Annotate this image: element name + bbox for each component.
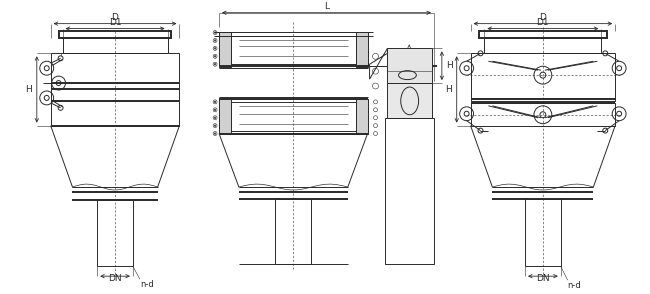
Bar <box>387 83 432 118</box>
Text: H: H <box>447 61 453 70</box>
Circle shape <box>214 109 216 111</box>
Text: DN: DN <box>109 274 122 283</box>
Circle shape <box>214 48 216 49</box>
Text: D: D <box>112 13 118 22</box>
Circle shape <box>214 133 216 134</box>
Text: n-d: n-d <box>567 281 581 290</box>
Text: D1: D1 <box>109 18 122 27</box>
Bar <box>98 200 133 266</box>
Text: D: D <box>540 13 546 22</box>
Bar <box>219 99 368 133</box>
Bar <box>219 31 231 67</box>
Bar <box>51 101 179 126</box>
Bar <box>51 53 179 101</box>
Text: H: H <box>25 85 32 94</box>
Bar <box>525 199 561 266</box>
Bar <box>231 102 356 131</box>
Circle shape <box>214 117 216 118</box>
Bar <box>478 31 607 39</box>
Text: D1: D1 <box>536 18 549 27</box>
Circle shape <box>214 101 216 103</box>
Bar <box>356 31 368 67</box>
Bar <box>471 103 615 126</box>
Bar <box>62 39 168 53</box>
Bar <box>484 39 601 53</box>
Text: DN: DN <box>536 274 550 283</box>
Bar <box>219 99 231 133</box>
Bar <box>385 118 434 264</box>
Bar <box>356 99 368 133</box>
Circle shape <box>214 56 216 57</box>
Circle shape <box>214 64 216 65</box>
Circle shape <box>214 125 216 126</box>
Bar <box>58 31 172 39</box>
Text: H: H <box>445 85 452 94</box>
Text: n-d: n-d <box>140 280 153 289</box>
Bar <box>387 49 432 83</box>
Bar <box>276 199 311 264</box>
Bar <box>231 36 356 64</box>
Text: L: L <box>324 2 329 11</box>
Circle shape <box>214 40 216 41</box>
Bar <box>471 53 615 101</box>
Circle shape <box>214 32 216 33</box>
